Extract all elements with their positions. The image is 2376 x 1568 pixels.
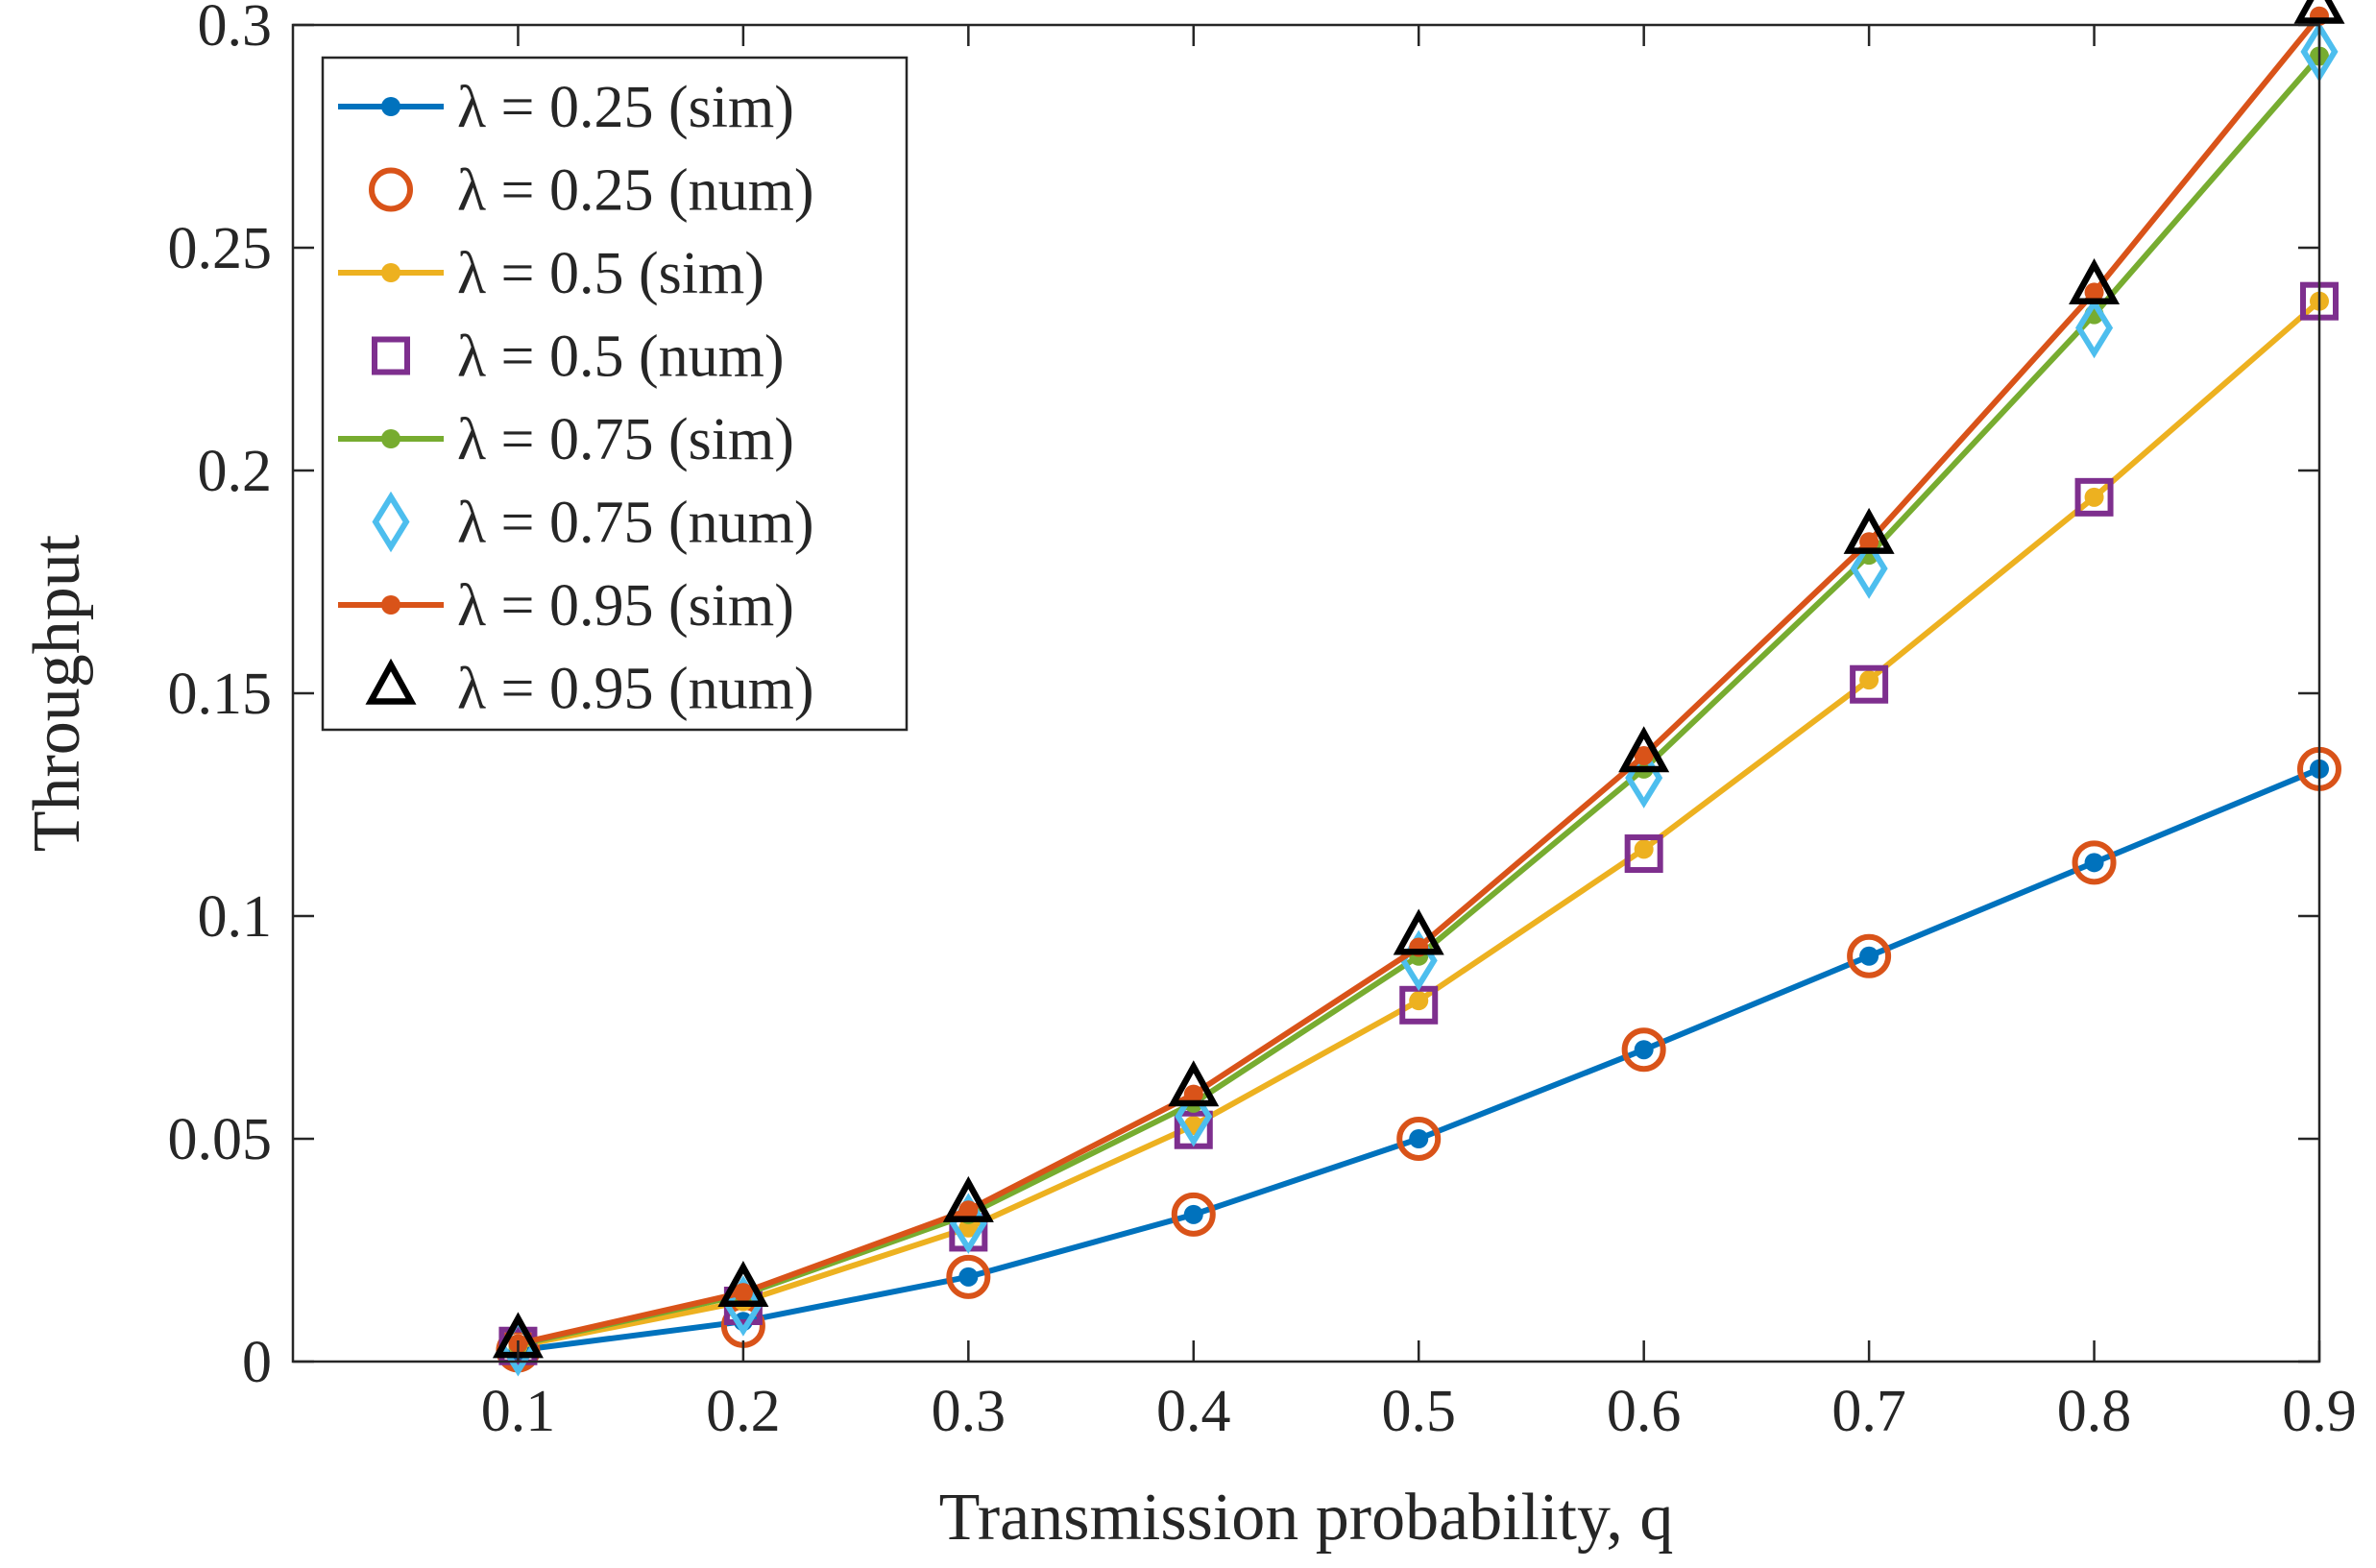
data-point (946, 1254, 991, 1299)
x-tick-label: 0.5 (1381, 1379, 1456, 1444)
y-tick-label: 0.25 (168, 216, 273, 281)
legend-marker (369, 167, 413, 212)
axis-ticks: 0.1 0.2 0.3 0.4 0.5 0.6 0.7 0.8 0.9 0 0.05 0.1 0.15 0… (168, 0, 2357, 1444)
data-point (1618, 726, 1670, 773)
y-tick-label: 0.2 (198, 439, 273, 504)
legend-label: λ = 0.95 (num) (457, 657, 814, 722)
legend-entry: λ = 0.95 (num) (365, 657, 814, 722)
data-point (1409, 991, 1429, 1011)
legend: λ = 0.25 (sim) λ = 0.25 (num) λ = 0.5 (sim… (321, 56, 909, 732)
legend-label: λ = 0.25 (sim) (457, 75, 794, 140)
legend-entry: λ = 0.75 (sim) (338, 407, 794, 472)
legend-marker (372, 336, 410, 375)
data-point (2075, 297, 2114, 359)
series-7 (508, 6, 2329, 1354)
data-point (2074, 477, 2114, 517)
legend-entry: λ = 0.5 (sim) (338, 241, 764, 306)
data-point (1859, 670, 1879, 690)
data-point (1847, 933, 1892, 978)
y-tick-label: 0 (242, 1330, 272, 1395)
data-point (1634, 1040, 1654, 1060)
data-point (2084, 853, 2104, 873)
legend-label: λ = 0.25 (num) (457, 158, 814, 224)
data-point (1183, 1204, 1203, 1224)
data-point (958, 1200, 979, 1220)
x-tick-label: 0.7 (1831, 1379, 1906, 1444)
data-point (1850, 538, 1888, 599)
x-tick-label: 0.4 (1156, 1379, 1231, 1444)
data-point (1859, 532, 1879, 552)
y-tick-label: 0.1 (198, 884, 273, 950)
legend-label: λ = 0.5 (num) (457, 325, 785, 390)
x-tick-label: 0.3 (932, 1379, 1006, 1444)
x-tick-label: 0.8 (2057, 1379, 2132, 1444)
data-point (1843, 507, 1895, 554)
data-point (958, 1266, 979, 1287)
data-point (1183, 1084, 1203, 1104)
y-axis-label: Throughput (20, 534, 94, 852)
data-point (1168, 1060, 1220, 1107)
legend-label: λ = 0.5 (sim) (457, 241, 764, 306)
data-point (1175, 1086, 1213, 1147)
x-tick-label: 0.1 (481, 1379, 556, 1444)
data-point (1634, 839, 1654, 859)
data-point (2069, 258, 2121, 305)
x-axis-label: Transmission probability, q (939, 1481, 1674, 1555)
data-point (1171, 1192, 1216, 1237)
data-point (1396, 1117, 1442, 1161)
x-tick-label: 0.2 (706, 1379, 781, 1444)
data-point (1624, 834, 1663, 874)
y-tick-label: 0.05 (168, 1107, 273, 1172)
legend-entry: λ = 0.5 (num) (372, 325, 785, 390)
legend-marker (381, 263, 400, 282)
legend-marker (381, 97, 400, 116)
legend-marker (381, 595, 400, 615)
legend-label: λ = 0.75 (num) (457, 491, 814, 556)
data-point (717, 1261, 769, 1308)
data-point (1393, 908, 1444, 955)
data-point (1850, 664, 1889, 704)
legend-entry: λ = 0.75 (num) (372, 491, 814, 556)
data-point (942, 1175, 994, 1222)
data-point (2084, 282, 2104, 302)
legend-label: λ = 0.95 (sim) (457, 573, 794, 639)
data-point (1859, 946, 1879, 966)
data-point (2084, 487, 2104, 507)
legend-entry: λ = 0.95 (sim) (338, 573, 794, 639)
legend-marker (365, 658, 417, 705)
x-tick-label: 0.6 (1607, 1379, 1682, 1444)
data-point (1634, 745, 1654, 765)
legend-entry: λ = 0.25 (sim) (338, 75, 794, 140)
legend-label: λ = 0.75 (sim) (457, 407, 794, 472)
data-point (2072, 840, 2117, 885)
data-point (2293, 0, 2345, 24)
data-point (1621, 1027, 1666, 1073)
legend-entry: λ = 0.25 (num) (369, 158, 814, 224)
y-tick-label: 0.3 (198, 0, 273, 59)
legend-marker (381, 429, 400, 448)
x-tick-label: 0.9 (2282, 1379, 2357, 1444)
legend-marker (372, 491, 410, 553)
data-point (1409, 1129, 1429, 1148)
y-tick-label: 0.15 (168, 662, 273, 727)
data-point (733, 1283, 753, 1303)
data-point (958, 1218, 979, 1238)
legend-box (321, 56, 909, 732)
